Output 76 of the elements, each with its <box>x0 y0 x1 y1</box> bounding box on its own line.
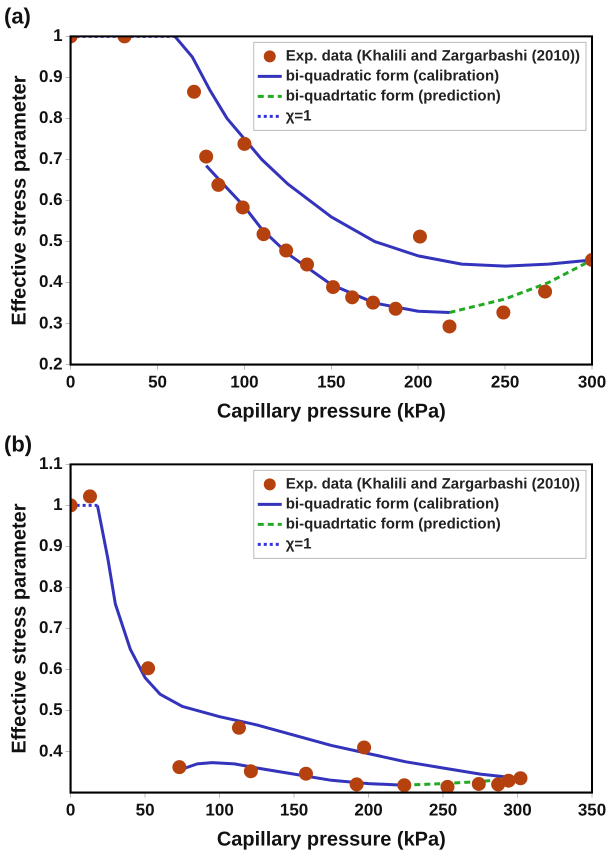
point <box>237 136 252 151</box>
x-tick-label: 150 <box>280 800 308 820</box>
x-tick-label: 250 <box>428 800 458 820</box>
y-axis-title: Effective stress parameter <box>8 503 31 754</box>
x-tick-label: 200 <box>354 800 383 820</box>
y-tick-label: 0.3 <box>38 313 63 332</box>
chart-title: (b) <box>4 431 32 456</box>
x-tick-label: 0 <box>66 800 76 820</box>
y-tick-label: 0.2 <box>38 354 63 374</box>
point <box>326 280 340 294</box>
point <box>514 771 528 786</box>
point <box>440 780 455 793</box>
point <box>187 84 202 99</box>
point <box>350 777 364 792</box>
point <box>357 740 372 754</box>
x-tick-label: 200 <box>404 372 432 392</box>
y-tick-label: 0.7 <box>38 618 63 638</box>
point <box>442 319 456 334</box>
legend-label: bi-quadratic form (calibration) <box>286 68 500 85</box>
y-tick-label: 0.7 <box>38 149 63 168</box>
x-tick-label: 300 <box>578 372 606 392</box>
x-tick-label: 0 <box>66 372 76 392</box>
legend-label: bi-quadrtatic form (prediction) <box>286 88 501 105</box>
point <box>412 230 427 244</box>
y-tick-label: 1 <box>53 495 63 514</box>
point <box>345 290 360 304</box>
x-tick-label: 300 <box>503 800 532 820</box>
legend-label: χ=1 <box>286 108 312 125</box>
point <box>83 489 97 504</box>
point <box>199 150 214 164</box>
y-tick-label: 0.5 <box>38 700 63 720</box>
y-tick-label: 0.5 <box>38 231 63 250</box>
x-tick-label: 100 <box>230 372 259 392</box>
point <box>366 296 380 310</box>
chart-title: (a) <box>4 3 31 28</box>
x-tick-label: 100 <box>205 800 234 820</box>
y-tick-label: 1 <box>53 26 63 46</box>
y-tick-label: 0.4 <box>38 741 64 760</box>
y-tick-label: 0.8 <box>38 577 63 596</box>
x-tick-label: 350 <box>578 800 606 820</box>
point <box>491 777 506 792</box>
legend-label: bi-quadrtatic form (prediction) <box>286 516 501 533</box>
legend-label: bi-quadratic form (calibration) <box>286 496 500 513</box>
point <box>172 760 186 774</box>
x-axis-title: Capillary pressure (kPa) <box>216 400 446 423</box>
point <box>538 284 552 299</box>
point <box>472 776 486 791</box>
point <box>232 720 246 735</box>
y-tick-label: 0.6 <box>38 659 63 678</box>
point <box>256 227 271 242</box>
point <box>244 764 258 778</box>
y-tick-label: 0.9 <box>38 67 63 86</box>
point <box>279 244 294 258</box>
y-tick-label: 0.8 <box>38 108 63 128</box>
legend-label: Exp. data (Khalili and Zargarbashi (2010)) <box>286 48 580 65</box>
point <box>388 302 403 316</box>
x-tick-label: 250 <box>490 372 520 392</box>
legend-label: χ=1 <box>286 536 312 553</box>
y-axis-title: Effective stress parameter <box>8 75 31 326</box>
point <box>502 774 516 788</box>
point <box>236 200 250 214</box>
y-tick-label: 0.4 <box>38 272 64 292</box>
x-tick-label: 50 <box>136 800 155 820</box>
x-tick-label: 50 <box>148 372 167 392</box>
y-tick-label: 0.9 <box>38 536 63 556</box>
point <box>300 258 314 272</box>
legend-label: Exp. data (Khalili and Zargarbashi (2010)) <box>286 476 580 493</box>
point <box>141 661 156 676</box>
point <box>298 766 313 781</box>
x-tick-label: 150 <box>317 372 346 392</box>
y-tick-label: 1.1 <box>38 454 63 474</box>
y-tick-label: 0.6 <box>38 190 63 210</box>
point <box>211 178 226 192</box>
point <box>397 778 412 792</box>
point <box>496 306 510 320</box>
x-axis-title: Capillary pressure (kPa) <box>216 828 446 851</box>
